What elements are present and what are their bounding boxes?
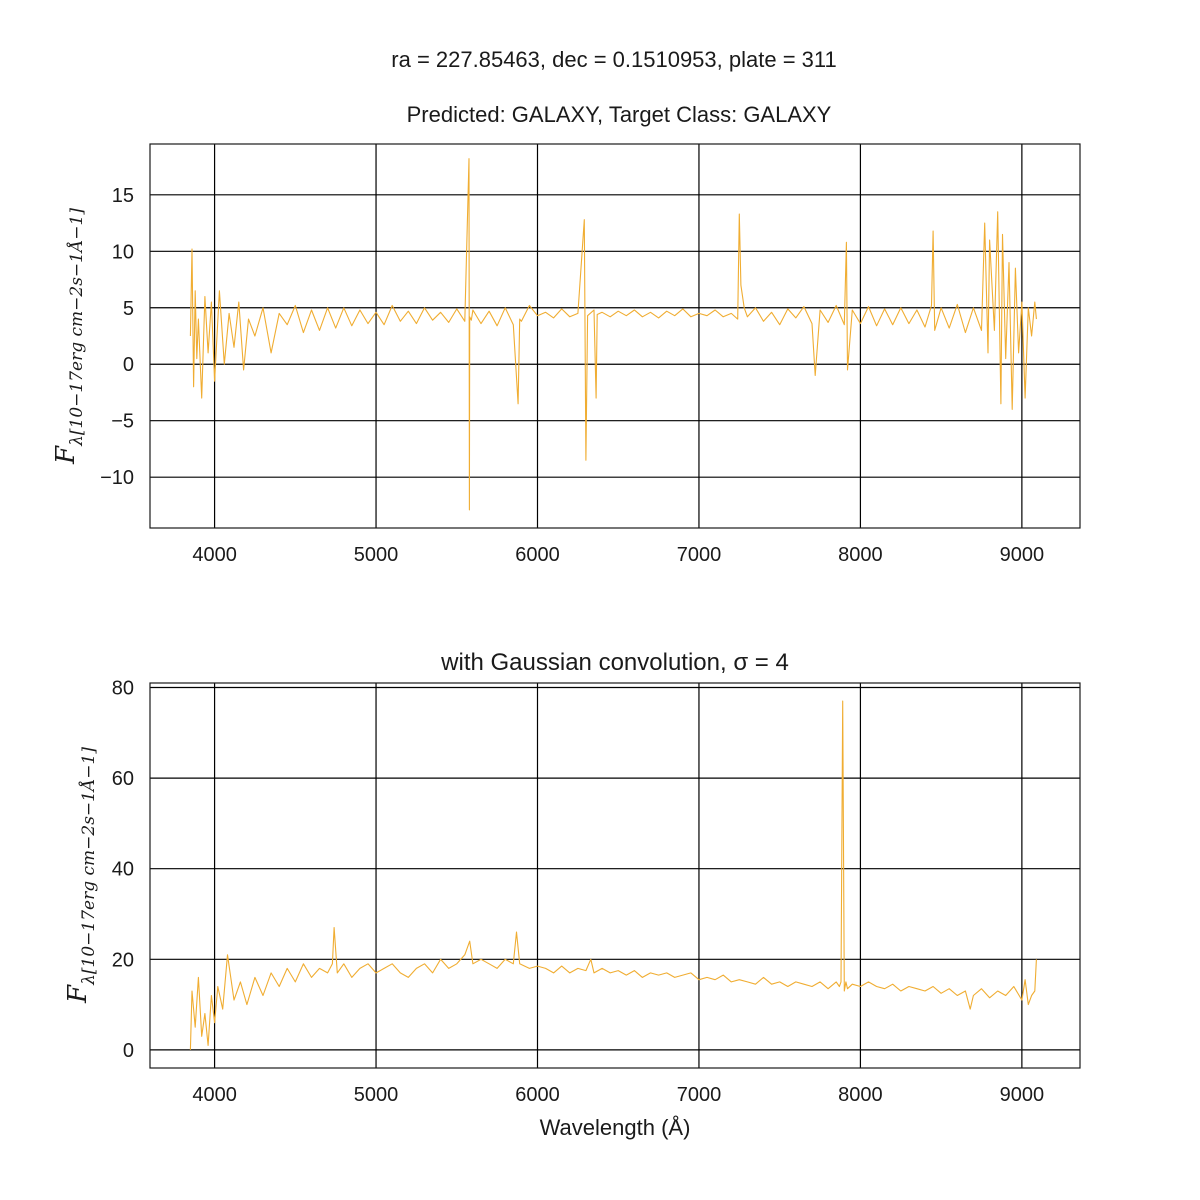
x-tick-label: 9000 xyxy=(1000,544,1045,566)
top-panel-y-axis-label: Fλ[10−17erg cm−2s−1Å−1] xyxy=(51,208,87,465)
x-tick-label: 7000 xyxy=(677,544,722,566)
x-tick-label: 5000 xyxy=(354,544,399,566)
y-tick-label: 0 xyxy=(123,1040,134,1062)
x-tick-label: 8000 xyxy=(838,1084,883,1106)
top-panel-frame xyxy=(149,143,1081,529)
y-tick-label: 15 xyxy=(112,185,134,207)
x-tick-label: 6000 xyxy=(515,544,560,566)
bottom-panel-x-ticks: 4000 5000 6000 7000 8000 9000 xyxy=(192,1084,1044,1106)
top-ylabel-main: F xyxy=(51,445,81,465)
top-panel-y-ticks: −10 −5 0 5 10 15 xyxy=(100,185,134,489)
bottom-panel-series xyxy=(189,700,1037,1050)
top-ylabel-sub: λ[10−17erg cm−2s−1Å−1] xyxy=(66,208,87,447)
bottom-panel-x-axis-label: Wavelength (Å) xyxy=(540,1115,691,1140)
y-tick-label: 80 xyxy=(112,678,134,700)
bottom-spectrum-panel: with Gaussian convolution, σ = 4 4000 500… xyxy=(63,649,1081,1140)
bottom-panel-grid xyxy=(150,683,1080,1068)
spectrum-line xyxy=(189,700,1037,1050)
x-tick-label: 6000 xyxy=(515,1084,560,1106)
y-tick-label: 0 xyxy=(123,354,134,376)
top-panel-series xyxy=(189,158,1037,511)
bottom-panel-frame xyxy=(149,682,1081,1069)
x-tick-label: 4000 xyxy=(192,1084,237,1106)
y-tick-label: 5 xyxy=(123,298,134,320)
spectrum-line xyxy=(189,158,1037,511)
y-tick-label: 10 xyxy=(112,241,134,263)
figure-suptitle: ra = 227.85463, dec = 0.1510953, plate =… xyxy=(391,47,836,72)
bottom-panel-y-ticks: 0 20 40 60 80 xyxy=(112,678,134,1062)
y-tick-label: 40 xyxy=(112,859,134,881)
top-spectrum-panel: Predicted: GALAXY, Target Class: GALAXY … xyxy=(51,102,1081,566)
bottom-panel-title: with Gaussian convolution, σ = 4 xyxy=(440,649,789,676)
y-tick-label: −10 xyxy=(100,467,134,489)
y-tick-label: 20 xyxy=(112,949,134,971)
bottom-panel-y-axis-label: Fλ[10−17erg cm−2s−1Å−1] xyxy=(63,747,99,1004)
x-tick-label: 8000 xyxy=(838,544,883,566)
x-tick-label: 5000 xyxy=(354,1084,399,1106)
top-panel-title: Predicted: GALAXY, Target Class: GALAXY xyxy=(407,102,832,127)
x-tick-label: 9000 xyxy=(1000,1084,1045,1106)
y-tick-label: 60 xyxy=(112,768,134,790)
y-tick-label: −5 xyxy=(111,411,134,433)
x-tick-label: 4000 xyxy=(192,544,237,566)
top-panel-x-ticks: 4000 5000 6000 7000 8000 9000 xyxy=(192,544,1044,566)
bottom-ylabel-main: F xyxy=(63,984,93,1004)
x-tick-label: 7000 xyxy=(677,1084,722,1106)
bottom-ylabel-sub: λ[10−17erg cm−2s−1Å−1] xyxy=(78,747,99,986)
top-panel-grid xyxy=(150,144,1080,528)
